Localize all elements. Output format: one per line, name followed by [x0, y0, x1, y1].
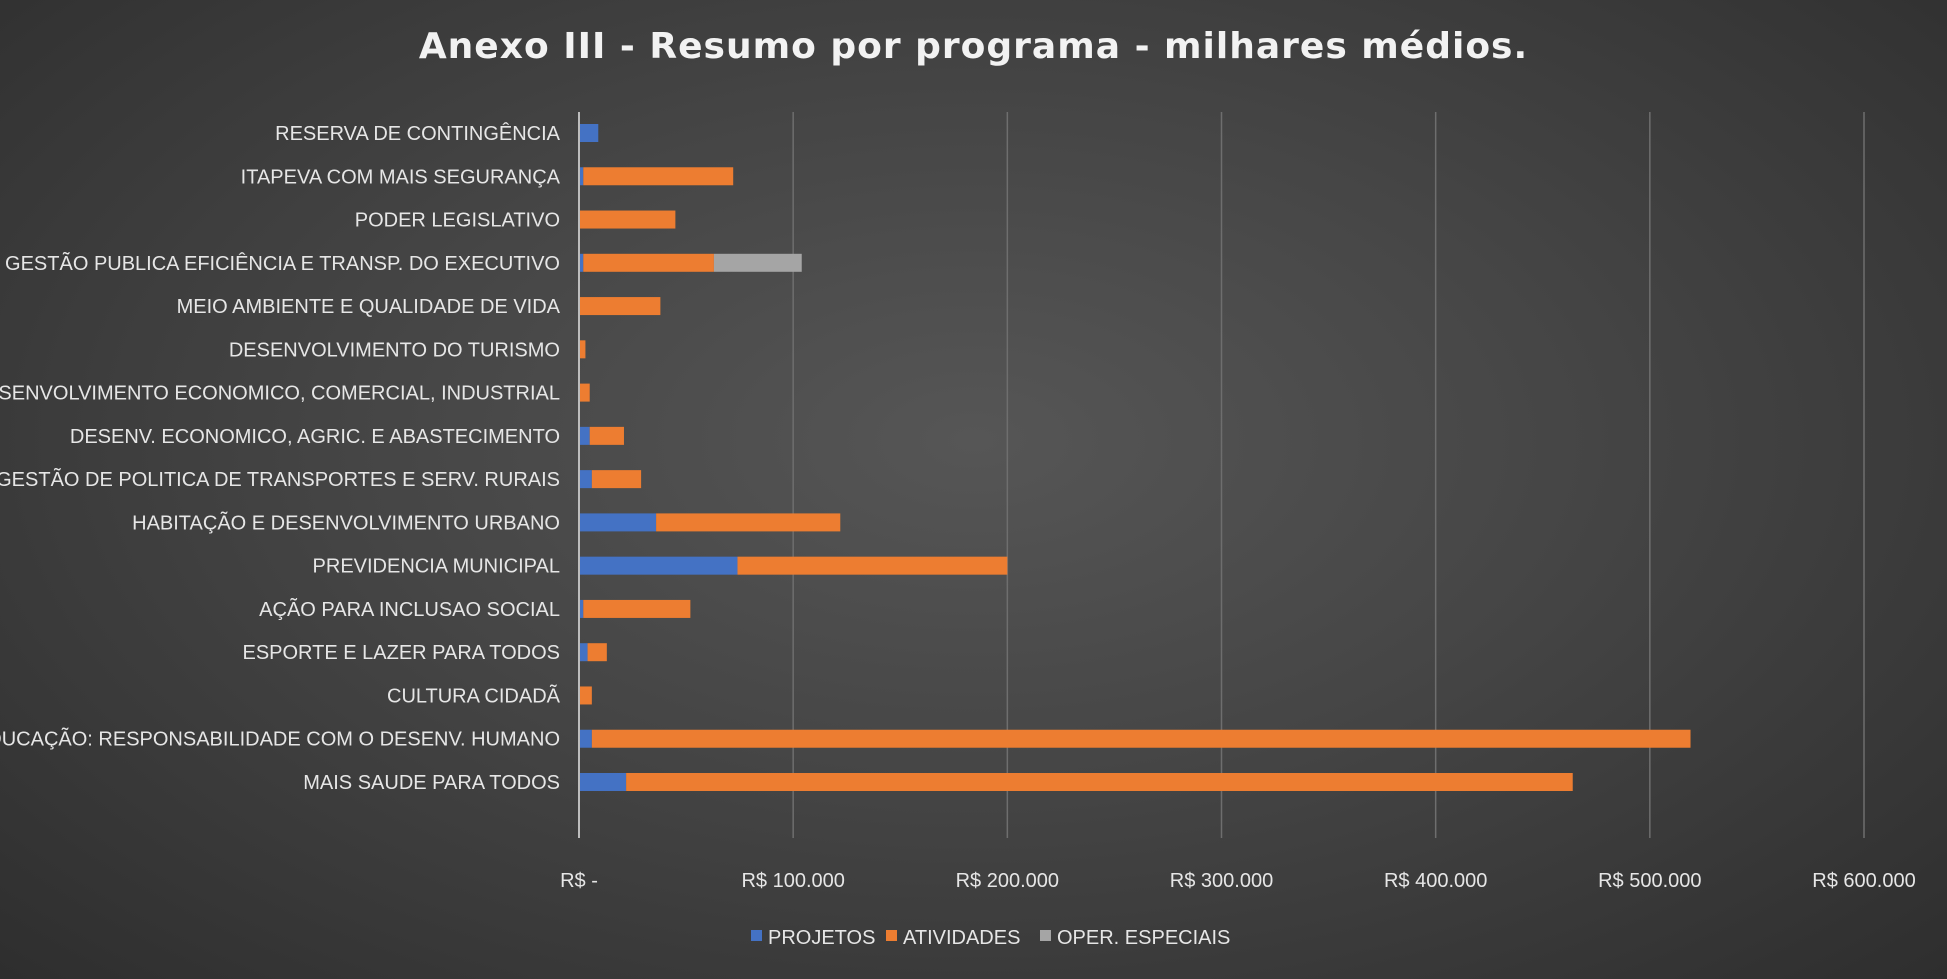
bar-atividades-11: [579, 297, 661, 316]
chart-title: Anexo III - Resumo por programa - milhar…: [418, 26, 1529, 67]
bar-atividades-12: [583, 253, 714, 272]
category-label: EDUCAÇÃO: RESPONSABILIDADE COM O DESENV.…: [0, 727, 560, 751]
bar-atividades-4: [583, 599, 691, 618]
category-label: RESERVA DE CONTINGÊNCIA: [275, 122, 561, 145]
bar-atividades-8: [589, 426, 624, 445]
category-label: HABITAÇÃO E DESENVOLVIMENTO URBANO: [132, 510, 560, 534]
bar-atividades-10: [579, 340, 586, 359]
bar-projetos-7: [579, 470, 592, 489]
x-tick-label: R$ 500.000: [1598, 870, 1701, 892]
bar-projetos-12: [579, 253, 584, 272]
legend-label-2: OPER. ESPECIAIS: [1057, 927, 1230, 949]
x-tick-label: R$ 100.000: [741, 870, 844, 892]
bar-atividades-3: [587, 643, 607, 662]
category-label: GESTÃO PUBLICA EFICIÊNCIA E TRANSP. DO E…: [5, 251, 560, 275]
category-label: PREVIDENCIA MUNICIPAL: [313, 556, 560, 578]
x-tick-label: R$ 200.000: [956, 870, 1059, 892]
bar-projetos-5: [579, 556, 738, 575]
category-label: MAIS SAUDE PARA TODOS: [303, 772, 560, 794]
category-label: ITAPEVA COM MAIS SEGURANÇA: [241, 166, 561, 188]
bar-atividades-0: [626, 773, 1573, 791]
bar-projetos-1: [579, 729, 592, 748]
bar-atividades-1: [591, 729, 1691, 748]
bar-projetos-6: [579, 513, 657, 532]
legend-label-0: PROJETOS: [768, 927, 875, 949]
bar-atividades-5: [737, 556, 1008, 575]
bar-atividades-7: [591, 470, 642, 489]
category-label: DESENVOLVIMENTO ECONOMICO, COMERCIAL, IN…: [0, 383, 560, 405]
bar-atividades-6: [656, 513, 841, 532]
legend-swatch-2: [1040, 930, 1051, 941]
bar-projetos-8: [579, 426, 590, 445]
bar-projetos-15: [579, 124, 599, 142]
bar-atividades-2: [579, 686, 592, 705]
bar-atividades-13: [579, 210, 676, 229]
category-label: MEIO AMBIENTE E QUALIDADE DE VIDA: [177, 296, 561, 318]
category-label: GESTÃO DE POLITICA DE TRANSPORTES E SERV…: [0, 467, 560, 491]
x-tick-label: R$ 300.000: [1170, 870, 1273, 892]
legend-swatch-1: [886, 930, 897, 941]
x-tick-label: R$ 400.000: [1384, 870, 1487, 892]
x-tick-label: R$ -: [560, 870, 598, 892]
category-label: DESENV. ECONOMICO, AGRIC. E ABASTECIMENT…: [70, 426, 560, 448]
legend-label-1: ATIVIDADES: [903, 927, 1020, 949]
bar-projetos-14: [579, 167, 584, 186]
legend-swatch-0: [751, 930, 762, 941]
bar-oper-especiais-12: [713, 253, 802, 272]
category-label: AÇÃO PARA INCLUSAO SOCIAL: [259, 597, 560, 621]
bar-atividades-9: [579, 383, 590, 402]
category-label: CULTURA CIDADÃ: [387, 683, 561, 707]
category-label: DESENVOLVIMENTO DO TURISMO: [229, 339, 560, 361]
category-label: PODER LEGISLATIVO: [355, 210, 560, 232]
bar-atividades-14: [583, 167, 734, 186]
bar-projetos-0: [579, 773, 627, 791]
category-label: ESPORTE E LAZER PARA TODOS: [242, 642, 560, 664]
bar-projetos-3: [579, 643, 588, 662]
x-tick-label: R$ 600.000: [1812, 870, 1915, 892]
bar-projetos-4: [579, 599, 584, 618]
